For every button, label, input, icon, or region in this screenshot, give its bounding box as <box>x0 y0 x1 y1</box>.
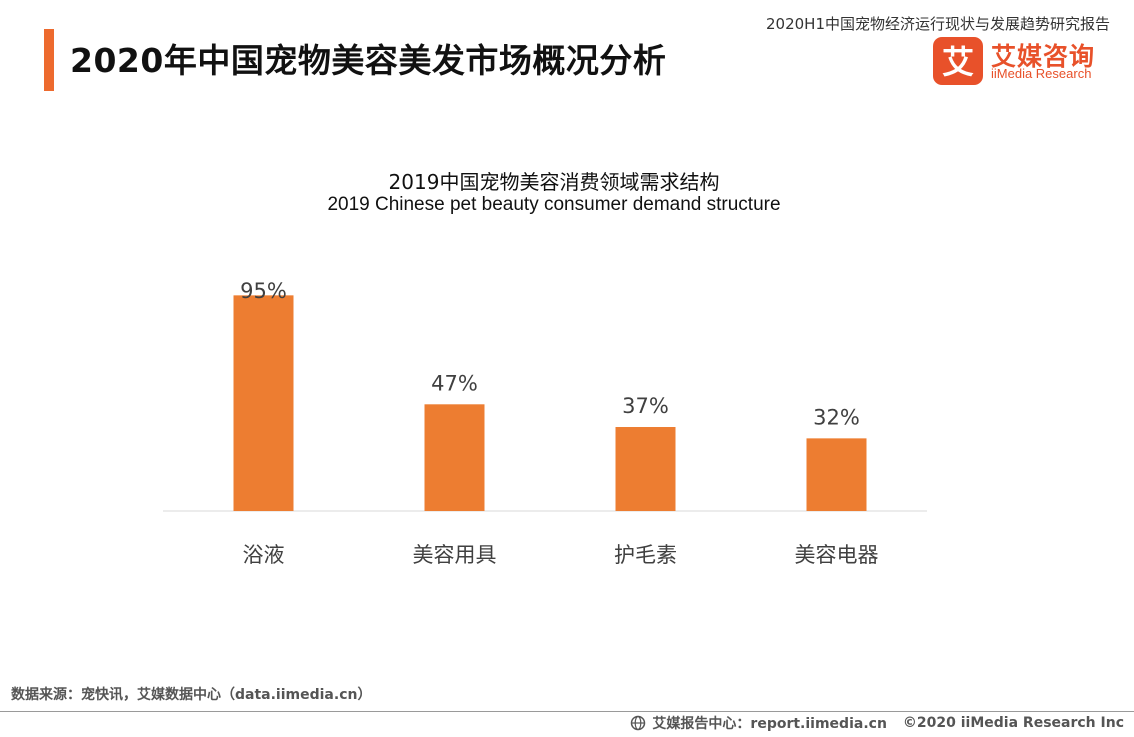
bars-layer: 95% 浴液 47% 美容用具 37% 护毛素 32% 美容电器 <box>233 279 879 567</box>
category-label-3: 护毛素 <box>614 543 677 567</box>
value-label-3: 37% <box>622 394 669 418</box>
copyright: ©2020 iiMedia Research Inc <box>902 715 1124 731</box>
logo-name-en: iiMedia Research <box>991 66 1092 81</box>
iimedia-logo: 艾 艾媒咨询 iiMedia Research <box>933 37 1133 87</box>
title-accent-bar <box>44 29 54 91</box>
globe-icon <box>631 715 646 731</box>
logo-name-cn: 艾媒咨询 <box>991 42 1096 71</box>
category-label-4: 美容电器 <box>795 543 879 567</box>
value-label-1: 95% <box>240 279 287 303</box>
data-source: 数据来源：宠快讯，艾媒数据中心（data.iimedia.cn） <box>11 687 372 703</box>
report-name: 2020H1中国宠物经济运行现状与发展趋势研究报告 <box>766 15 1110 33</box>
bar-4 <box>806 438 867 511</box>
bar-3 <box>615 427 676 511</box>
footer-divider <box>0 711 1134 712</box>
category-label-1: 浴液 <box>243 543 285 567</box>
value-label-2: 47% <box>431 371 478 395</box>
bar-1 <box>233 295 294 511</box>
logo-mark-char: 艾 <box>942 43 974 81</box>
footer-bar: 艾媒报告中心：report.iimedia.cn ©2020 iiMedia R… <box>630 713 1124 733</box>
chart-subtitle: 2019 Chinese pet beauty consumer demand … <box>327 194 781 215</box>
bar-2 <box>424 404 485 511</box>
chart-title: 2019中国宠物美容消费领域需求结构 <box>388 170 720 194</box>
category-label-2: 美容用具 <box>413 543 497 567</box>
logo-mark-icon: 艾 <box>933 37 983 85</box>
page-title: 2020年中国宠物美容美发市场概况分析 <box>70 41 667 80</box>
report-center-link[interactable]: 艾媒报告中心：report.iimedia.cn <box>652 716 887 732</box>
value-label-4: 32% <box>813 405 860 429</box>
